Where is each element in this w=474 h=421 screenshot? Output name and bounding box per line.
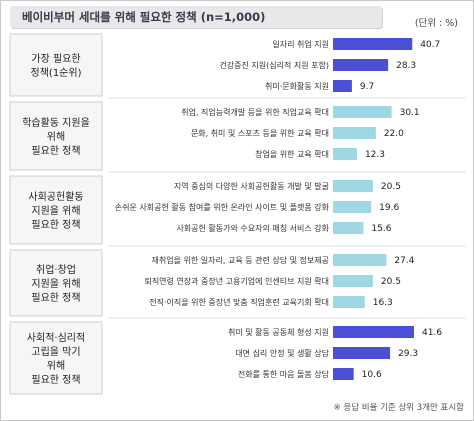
category-label: 취미 및 활동 공동체 형성 지원 [228,327,329,337]
bar [333,368,354,380]
value-label: 29.3 [398,349,418,359]
group-label-box [9,175,103,245]
category-label: 건강증진 지원(심리적 지원 포함) [219,60,329,70]
value-label: 20.5 [381,182,401,192]
category-label: 일자리 취업 지원 [272,40,329,49]
group-label-line: 필요한 정책 [31,219,80,231]
category-label: 손쉬운 사회공헌 활동 참여를 위한 온라인 사이트 및 플랫폼 강화 [115,202,330,212]
group-label-line: 사회공헌활동 [28,190,83,203]
group-label-box [9,33,103,97]
category-label: 사회공헌 활동가와 수요자의 매칭 서비스 강화 [176,223,329,233]
bar [333,106,392,118]
value-label: 16.3 [373,298,393,308]
category-label: 문화, 취미 및 스포츠 등을 위한 교육 확대 [191,128,329,138]
bar [333,180,373,192]
bar [333,59,389,71]
chart-title: 베이비부머 세대를 위해 필요한 정책 (n=1,000) [22,10,266,24]
group-label-line: 지원을 위해 [31,277,80,290]
bar [333,326,414,338]
category-label: 퇴직연령 연장과 중장년 고용기업에 인센티브 지원 확대 [144,276,329,286]
group-label-box [9,101,103,171]
bar [333,80,352,92]
title-banner [10,6,382,28]
group-label-line: 필요한 정책 [31,145,80,157]
group-label-box [9,249,103,317]
value-label: 27.4 [394,256,414,266]
bar [333,222,364,234]
group-label-line: 정책(1순위) [31,66,82,79]
bar [333,347,391,359]
category-label: 전화를 통한 마음 돌봄 상담 [238,369,330,379]
bar [333,254,387,266]
category-label: 재취업을 위한 일자리, 교육 등 관련 상담 및 정보제공 [152,255,329,265]
group-label-line: 필요한 정책 [31,292,80,304]
value-label: 20.5 [381,277,401,287]
group-label-line: 위해 [47,359,65,372]
category-label: 지역 중심의 다양한 사회공헌활동 개발 및 발굴 [174,181,329,191]
group-label-line: 고립을 막기 [31,345,80,358]
value-label: 40.7 [420,40,440,50]
value-label: 19.6 [379,203,399,213]
group-label-line: 사회적·심리적 [27,332,85,344]
bar [333,38,413,50]
bar [333,296,365,308]
group-label-line: 취업·창업 [36,263,76,276]
value-label: 10.6 [362,370,382,380]
category-label: 대면 심리 안정 및 생활 상담 [235,348,329,358]
value-label: 28.3 [396,61,416,71]
bar [333,127,376,139]
category-label: 전직·이직을 위한 중장년 맞춤 직업훈련 교육기회 확대 [149,297,329,307]
bar [333,148,357,160]
unit-label: (단위 : %) [414,18,458,29]
value-label: 41.6 [422,328,442,338]
group-label-line: 가장 필요한 [31,53,80,65]
category-label: 취미·문화활동 지원 [265,81,329,91]
group-label-line: 필요한 정책 [31,374,80,386]
value-label: 30.1 [400,108,420,118]
category-label: 취업, 직업능력개발 등을 위한 직업교육 확대 [181,107,329,117]
group-label-line: 학습활동 지원을 [22,116,90,129]
bar [333,275,373,287]
footnote: ※ 응답 비율 기준 상위 3개만 표시함 [333,403,464,413]
group-label-box [9,321,103,395]
value-label: 22.0 [384,129,404,139]
category-label: 창업을 위한 교육 확대 [255,149,329,159]
group-label-line: 지원을 위해 [31,204,80,217]
group-label-line: 위해 [47,130,65,143]
bar [333,201,372,213]
value-label: 12.3 [365,150,385,160]
value-label: 15.6 [371,224,391,234]
value-label: 9.7 [360,82,374,92]
